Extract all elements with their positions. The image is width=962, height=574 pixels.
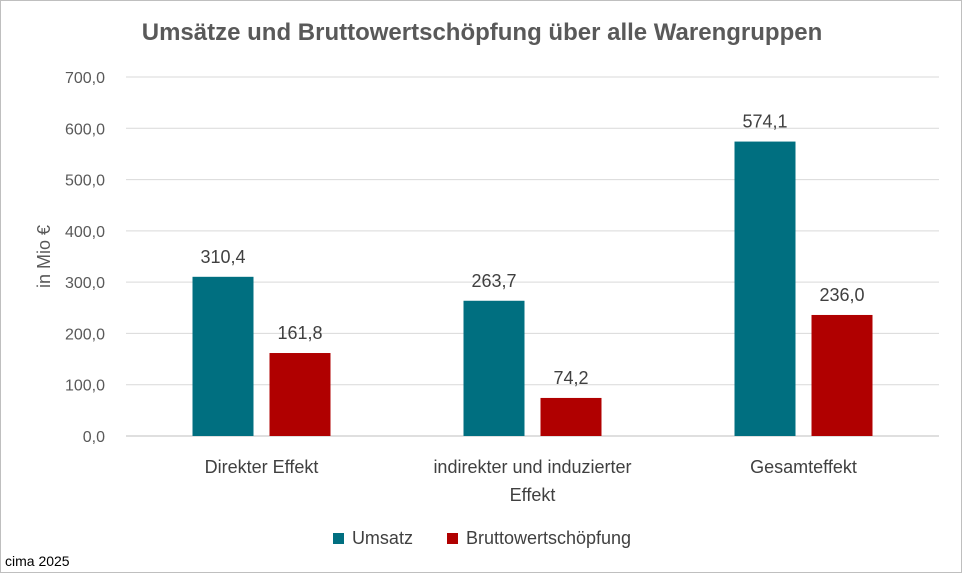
- bar: [734, 141, 796, 436]
- legend: Umsatz Bruttowertschöpfung: [1, 528, 962, 549]
- data-label: 263,7: [471, 271, 516, 291]
- legend-label: Bruttowertschöpfung: [465, 528, 632, 548]
- data-label: 74,2: [553, 368, 588, 388]
- y-tick-label: 600,0: [65, 121, 105, 138]
- y-tick-label: 200,0: [65, 326, 105, 343]
- y-tick-label: 400,0: [65, 224, 105, 241]
- bar: [192, 276, 254, 436]
- legend-swatch: [332, 533, 344, 544]
- legend-item: Bruttowertschöpfung: [446, 528, 632, 549]
- y-tick-label: 500,0: [65, 173, 105, 190]
- bar: [811, 314, 873, 436]
- bar: [269, 353, 331, 436]
- source-note: cima 2025: [5, 553, 70, 569]
- y-tick-label: 0,0: [83, 429, 105, 446]
- bar: [463, 300, 525, 436]
- y-tick-label: 700,0: [65, 70, 105, 87]
- data-label: 161,8: [277, 323, 322, 343]
- y-tick-label: 100,0: [65, 378, 105, 395]
- data-label: 310,4: [200, 247, 245, 267]
- y-axis-title: in Mio €: [34, 225, 54, 288]
- chart-title: Umsätze und Bruttowertschöpfung über all…: [141, 19, 823, 46]
- y-tick-label: 300,0: [65, 275, 105, 292]
- category-label: Direkter Effekt: [205, 457, 319, 477]
- data-label: 236,0: [819, 285, 864, 305]
- legend-label: Umsatz: [351, 528, 413, 548]
- legend-item: Umsatz: [332, 528, 413, 549]
- category-label: Effekt: [510, 485, 556, 505]
- category-label: Gesamteffekt: [750, 457, 857, 477]
- legend-swatch: [446, 533, 458, 544]
- category-label: indirekter und induzierter: [433, 457, 631, 477]
- data-label: 574,1: [742, 112, 787, 132]
- bar: [540, 397, 602, 436]
